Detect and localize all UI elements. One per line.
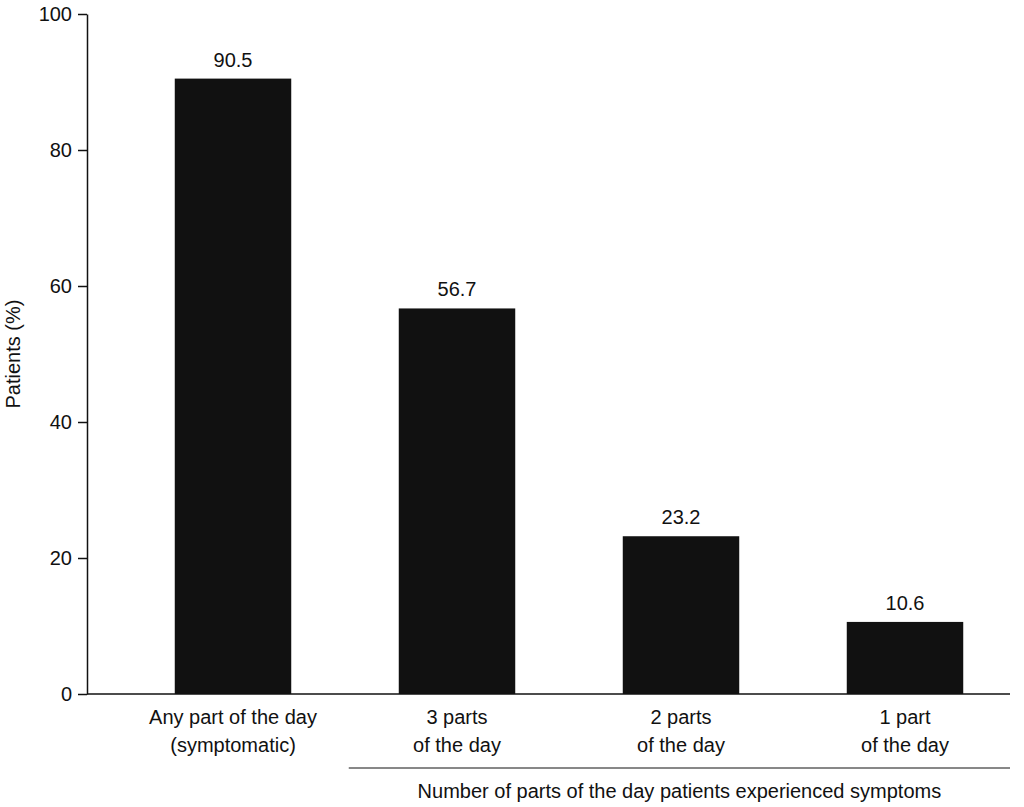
data-label: 56.7 <box>438 278 477 300</box>
y-tick-label: 60 <box>50 275 72 297</box>
x-axis-line <box>87 693 1010 695</box>
x-tick: 2 partsof the day <box>637 694 725 756</box>
y-tick-mark <box>78 694 87 696</box>
bars <box>175 79 963 694</box>
x-tick-label: 3 partsof the day <box>413 706 501 756</box>
group-line <box>349 768 1010 769</box>
y-tick: 40 <box>50 411 87 433</box>
y-tick: 100 <box>39 3 87 25</box>
y-tick-label: 20 <box>50 547 72 569</box>
y-tick-mark <box>78 286 87 288</box>
y-tick-mark <box>78 422 87 424</box>
x-tick: 1 partof the day <box>861 694 949 756</box>
y-tick: 0 <box>61 683 87 705</box>
y-tick-mark <box>78 558 87 560</box>
y-tick-label: 40 <box>50 411 72 433</box>
y-tick: 20 <box>50 547 87 569</box>
y-tick-mark <box>78 14 87 16</box>
bar <box>175 79 291 694</box>
bar <box>847 622 963 694</box>
data-label: 23.2 <box>662 506 701 528</box>
x-axis-title: Number of parts of the day patients expe… <box>418 780 942 802</box>
x-tick-label: 2 partsof the day <box>637 706 725 756</box>
y-tick: 80 <box>50 139 87 161</box>
y-axis: 0 20 40 60 80 100 <box>39 3 88 705</box>
data-label: 90.5 <box>214 49 253 71</box>
x-tick-label: Any part of the day(symptomatic) <box>149 706 317 756</box>
y-tick-label: 0 <box>61 683 72 705</box>
y-tick: 60 <box>50 275 87 297</box>
y-tick-label: 100 <box>39 3 72 25</box>
x-tick: Any part of the day(symptomatic) <box>149 694 317 756</box>
y-tick-mark <box>78 150 87 152</box>
bar <box>623 536 739 694</box>
x-axis: Any part of the day(symptomatic) 3 partso… <box>149 694 949 756</box>
data-label: 10.6 <box>886 592 925 614</box>
data-labels: 90.5 56.7 23.2 10.6 <box>214 49 925 614</box>
y-axis-line <box>87 15 89 695</box>
chart: 90.5 56.7 23.2 10.6 0 20 40 60 80 100 Any part of … <box>0 0 1024 807</box>
bar <box>399 308 515 694</box>
x-tick-label: 1 partof the day <box>861 706 949 756</box>
y-tick-label: 80 <box>50 139 72 161</box>
x-tick: 3 partsof the day <box>413 694 501 756</box>
y-axis-title: Patients (%) <box>2 300 24 409</box>
